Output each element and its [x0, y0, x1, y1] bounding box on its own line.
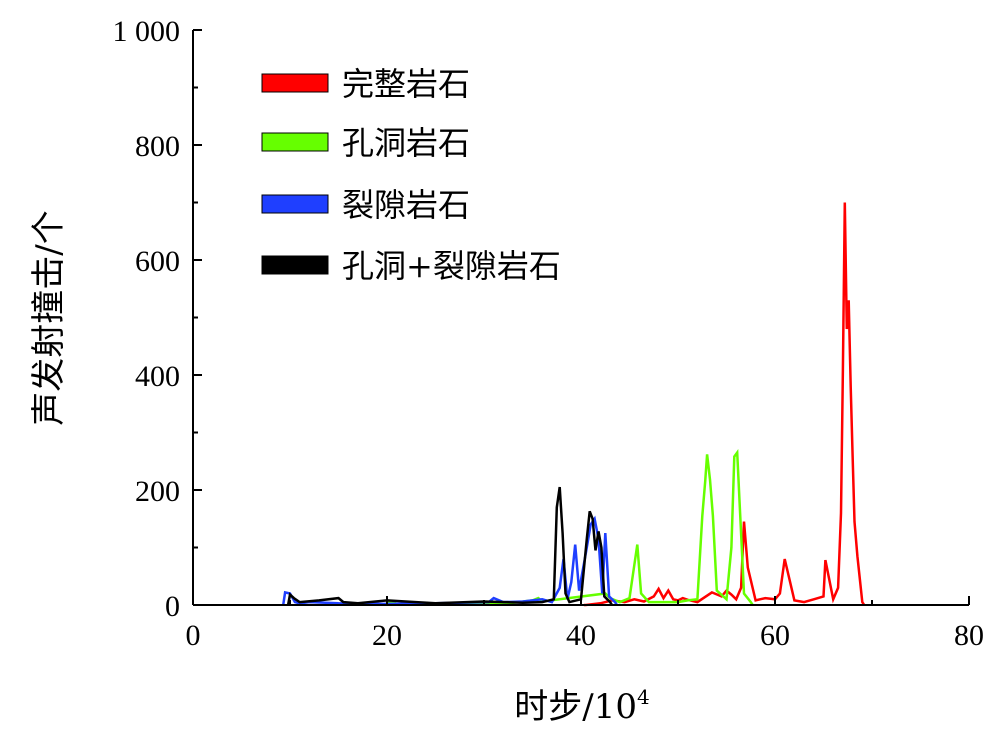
y-tick-label: 800 — [135, 130, 180, 163]
legend-label: 裂隙岩石 — [342, 186, 470, 224]
series-line — [384, 448, 754, 606]
x-tick-labels: 0 20 40 60 80 — [186, 619, 985, 652]
x-tick-label: 80 — [954, 619, 984, 652]
y-tick-label: 600 — [135, 245, 180, 278]
x-tick-label: 20 — [372, 619, 402, 652]
x-tick-label: 60 — [760, 619, 790, 652]
series-line — [583, 202, 866, 607]
legend-label: 完整岩石 — [342, 65, 470, 103]
y-tick-label: 1 000 — [113, 15, 181, 48]
axes — [192, 29, 970, 606]
x-tick-label: 0 — [186, 619, 201, 652]
x-axis-title: 时步/104 — [514, 685, 649, 727]
legend-swatch-intact — [261, 73, 329, 93]
plot-area — [281, 202, 866, 607]
y-tick-label: 0 — [165, 590, 180, 623]
legend-swatch-hole — [261, 132, 329, 152]
series-line — [286, 486, 614, 606]
series-line — [281, 515, 618, 606]
legend: 完整岩石 孔洞岩石 裂隙岩石 孔洞+裂隙岩石 — [261, 65, 561, 285]
legend-label: 孔洞+裂隙岩石 — [342, 247, 561, 285]
legend-swatch-hole-fracture — [261, 255, 329, 275]
y-tick-labels: 0 200 400 600 800 1 000 — [113, 15, 181, 623]
y-tick-label: 200 — [135, 475, 180, 508]
x-axis-title-superscript: 4 — [637, 685, 650, 709]
x-axis-title-text: 时步/10 — [514, 687, 637, 727]
x-tick-label: 40 — [566, 619, 596, 652]
legend-label: 孔洞岩石 — [342, 124, 470, 162]
legend-swatch-fracture — [261, 194, 329, 214]
y-axis-title: 声发射撞击/个 — [29, 210, 69, 425]
y-tick-label: 400 — [135, 360, 180, 393]
